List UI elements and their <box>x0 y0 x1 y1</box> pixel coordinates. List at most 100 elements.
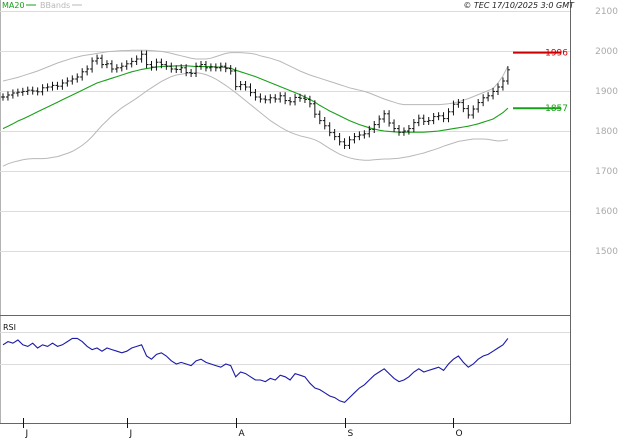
price-bar <box>456 99 461 108</box>
price-bar <box>486 92 491 102</box>
y-tick-label: 1600 <box>595 207 618 217</box>
price-bar <box>382 110 387 123</box>
price-bar <box>60 79 65 90</box>
price-bar <box>362 130 367 139</box>
price-bar <box>164 61 169 70</box>
bollinger-bands <box>2 49 509 167</box>
price-bar <box>184 64 189 77</box>
price-bar <box>416 114 421 127</box>
price-bar <box>377 115 382 129</box>
price-bar <box>189 69 194 77</box>
price-bar <box>114 64 119 73</box>
price-bar <box>30 86 35 95</box>
price-bar <box>342 138 347 149</box>
price-bar <box>392 119 397 133</box>
price-bar <box>471 105 476 119</box>
price-bar <box>124 60 129 70</box>
price-bar <box>40 84 45 96</box>
price-bar <box>85 65 90 76</box>
price-bar <box>80 68 85 81</box>
rsi-panel-label: RSI <box>3 323 16 332</box>
price-bar <box>283 92 288 105</box>
x-tick-label: S <box>348 429 354 439</box>
price-bar <box>476 99 481 113</box>
chart-frame <box>0 0 571 424</box>
rsi-line <box>2 337 509 404</box>
price-bar <box>337 133 342 146</box>
bbands-upper-line <box>2 49 509 106</box>
price-bar <box>35 87 40 96</box>
price-bar <box>411 119 416 133</box>
price-bar <box>387 110 392 127</box>
price-bar <box>288 97 293 106</box>
price-bar <box>491 87 496 100</box>
x-tick-label: O <box>456 429 463 439</box>
price-bar <box>406 125 411 135</box>
price-bar <box>263 95 268 104</box>
price-bar <box>213 63 218 72</box>
price-bar <box>481 94 486 107</box>
price-bar <box>461 99 466 113</box>
price-bar <box>144 50 149 69</box>
price-bar <box>1 93 5 101</box>
price-bar <box>293 93 298 106</box>
price-bar <box>327 122 332 137</box>
price-bar <box>129 57 134 68</box>
price-bar <box>332 129 337 141</box>
timestamp-copyright: © TEC 17/10/2025 3:0 GMT <box>463 1 575 10</box>
price-bar <box>169 62 174 73</box>
price-bar <box>441 112 446 123</box>
price-bar <box>496 83 500 95</box>
price-bar <box>436 112 441 121</box>
price-bar <box>223 62 228 73</box>
price-bar <box>258 93 263 103</box>
rsi-gridlines <box>0 332 570 365</box>
level-label: 1996 <box>545 49 568 59</box>
price-bar <box>149 61 154 71</box>
price-bar <box>159 58 164 69</box>
price-bars <box>1 50 510 149</box>
price-bar <box>426 117 431 125</box>
price-bar <box>70 75 75 85</box>
price-bar <box>134 55 139 65</box>
price-bar <box>401 127 406 136</box>
price-bar <box>238 81 243 91</box>
price-bar <box>50 81 55 91</box>
price-bar <box>208 63 213 72</box>
price-bar <box>268 94 273 104</box>
price-bar <box>90 57 95 73</box>
price-bar <box>20 87 25 96</box>
y-tick-label: 1700 <box>595 167 618 177</box>
y-tick-label: 1800 <box>595 127 618 137</box>
price-bar <box>199 61 203 70</box>
level-label: 1857 <box>545 104 568 114</box>
price-bar <box>45 83 50 92</box>
price-bar <box>500 77 505 91</box>
price-bar <box>278 92 283 103</box>
rsi-line <box>2 337 509 404</box>
price-bar <box>10 89 15 99</box>
legend: MA20 BBands <box>2 1 82 10</box>
x-tick-label: J <box>25 429 29 439</box>
price-bar <box>109 60 114 73</box>
legend-bbands-label: BBands <box>40 1 70 10</box>
x-tick-label: J <box>129 429 133 439</box>
price-bar <box>322 117 327 130</box>
price-bar <box>307 95 312 108</box>
price-bar <box>139 50 144 63</box>
price-bar <box>317 110 322 125</box>
price-bar <box>372 121 377 133</box>
price-bar <box>451 100 456 116</box>
price-gridlines <box>0 11 570 252</box>
price-bar <box>352 133 357 144</box>
price-bar <box>446 108 451 123</box>
y-tick-label: 2000 <box>595 47 618 57</box>
price-bar <box>174 65 179 73</box>
price-levels: 1996 1857 <box>513 49 568 114</box>
price-bar <box>228 65 233 75</box>
price-bar <box>119 62 124 72</box>
price-bar <box>273 94 278 103</box>
price-bar <box>25 86 30 95</box>
bbands-lower-line <box>2 72 508 167</box>
